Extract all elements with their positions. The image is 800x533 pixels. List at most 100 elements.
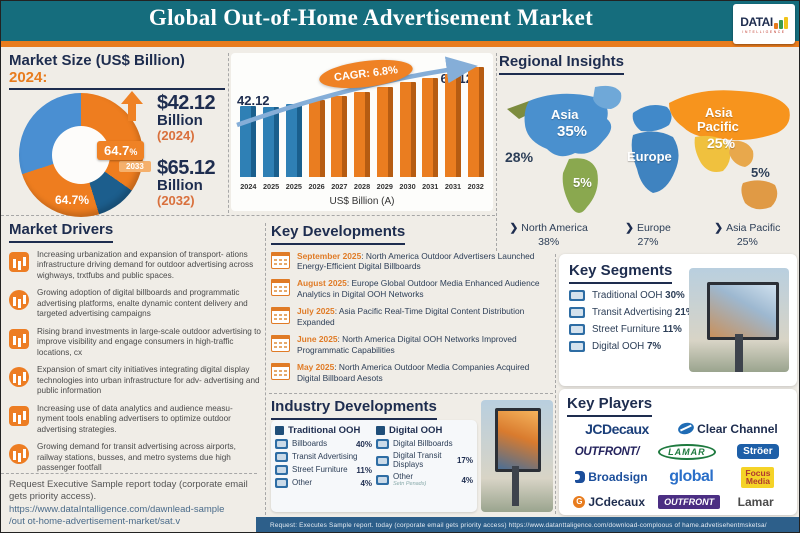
x-tick: 2029 [376,182,393,191]
logo-global: global [669,468,714,485]
media-type-icon [376,475,389,486]
calendar-icon [271,335,290,353]
logo-lamar-text: Lamar [737,494,774,509]
industry-developments-section: Industry Developments Traditional OOH Bil… [271,398,553,514]
x-tick: 2025 [262,182,280,191]
traditional-ooh-column: Traditional OOH Billboards 40% Transit Adve… [275,425,372,507]
development-date: August 2025 [297,278,347,289]
x-tick: 2027 [331,182,348,191]
key-players-section: Key Players JCDecaux Clear Channel OUTFR… [559,389,797,515]
logo-tagline: INTELLIGENCE [742,29,786,34]
divider [496,53,497,251]
map-label-right-pct: 5% [751,165,770,180]
media-type-icon [275,439,288,449]
legend-item-north-america: ❯ North America 38% [509,222,588,249]
digital-billboard-icon [9,290,29,310]
key-players-title: Key Players [567,395,653,417]
industry-row-billboards: Billboards 40% [275,439,372,449]
industry-column-header: Digital OOH [376,425,473,436]
donut-year-ribbon: 2033 [119,161,151,172]
industry-row-digital-transit-displays: Digital Transit Displays 17% [376,451,473,470]
development-text: August 2025: Europe Global Outdoor Media… [297,278,540,300]
map-label-na-pct: 35% [557,123,588,140]
development-item: May 2025: North America Outdoor Media Co… [271,362,553,384]
market-size-title: Market Size (US$ Billion) 2024: [9,52,225,90]
driver-text: Growing demand for transit advertising a… [37,442,236,472]
driver-text: Rising brand investments in large-scale … [37,326,261,357]
stat-2032: $65.12 Billion (2032) [157,157,216,208]
development-text: May 2025: North America Outdoor Media Co… [297,361,530,383]
world-map-svg [507,85,790,213]
logo-outfront-badge: OUTFRONT [651,494,726,509]
driver-text: Expansion of smart city initiatives inte… [37,365,260,395]
key-developments-list: September 2025: North America Outdoor Ad… [271,251,553,384]
bar-first-value: 42.12 [237,93,270,108]
market-drivers-title: Market Drivers [9,221,114,243]
industry-column-header: Traditional OOH [275,425,372,436]
market-size-section: Market Size (US$ Billion) 2024: 64.7% 20… [9,52,225,217]
square-bullet-icon [376,426,385,435]
development-date: September 2025 [297,250,362,261]
development-item: June 2025: North America Digital OOH Net… [271,334,553,356]
bar-2026 [305,67,328,177]
bar-2028 [351,67,374,177]
x-tick: 2024 [240,182,257,191]
bar-2025 [282,67,305,177]
driver-item: Increasing use of data analytics and aud… [9,404,261,436]
segment-row-digital-ooh: Digital OOH 7% [569,340,787,352]
calendar-icon [271,307,290,325]
segment-icon [569,323,585,335]
digital-ooh-column: Digital OOH Digital Billboards Digital Tra… [376,425,473,507]
driver-item: Growing demand for transit advertising a… [9,442,261,474]
development-item: July 2025: Asia Pacific Real-Time Digita… [271,306,553,328]
development-text: September 2025: North America Outdoor Ad… [297,250,535,272]
industry-row-other: Other Setn Penads) 4% [376,472,473,488]
driver-item: Growing adoption of digital billboards a… [9,288,261,320]
divider [1,215,495,216]
jcdecaux-icon: G [573,495,586,508]
calendar-icon [271,362,290,380]
logo-lamar-badge: LAMAR [647,443,727,460]
map-label-europe: Europe [627,149,672,164]
driver-item: Expansion of smart city initiatives inte… [9,365,261,397]
logo-focus-media: Focus Media [727,466,789,488]
bar-chart-x-label: US$ Billion (A) [329,196,395,207]
city-growth-icon [9,251,29,272]
market-size-donut-chart [19,93,143,217]
bar-2032 [464,67,487,177]
development-text: July 2025: Asia Pacific Real-Time Digita… [297,306,525,328]
driver-item: Increasing urbanization and expansion of… [9,250,261,282]
segment-icon [569,340,585,352]
driver-text: Growing adoption of digital billboards a… [37,288,248,318]
divider [228,53,229,213]
sample-report-link[interactable]: https://www.dataIntalligence.com/dawnlea… [9,503,225,515]
media-type-icon [376,455,389,466]
map-label-ap1: Asia [705,105,733,120]
bar-2027 [328,67,351,177]
regional-insights-section: Regional Insights Asia 35% 28% Europe As… [499,53,797,253]
x-tick: 2031 [444,182,462,191]
logo-clear-channel: Clear Channel [667,421,789,436]
analytics-icon [9,405,29,426]
divider [1,473,257,474]
request-note: Request Executive Sample report today (c… [9,479,257,528]
chevron-icon: ❯ [714,222,724,234]
company-logo: DATAI INTELLIGENCE [733,4,795,44]
key-segments-section: Key Segments Traditional OOH 30% Transit … [559,254,797,386]
market-drivers-list: Increasing urbanization and expansion of… [9,250,261,474]
key-players-logo-grid: JCDecaux Clear Channel OUTFRONT/ LAMAR S… [567,421,789,509]
industry-row-digital-billboards: Digital Billboards [376,439,473,449]
bar-2030 [396,67,419,177]
key-segments-list: Traditional OOH 30% Transit Advertising 2… [569,289,787,352]
divider [265,223,266,515]
donut-center-badge: 64.7% [97,141,145,160]
segment-row-transit-advertising: Transit Advertising 21% [569,306,787,318]
divider [555,254,556,514]
trend-arrow-icon [236,56,478,128]
growth-arrow-icon [121,91,143,121]
market-drivers-section: Market Drivers Increasing urbanization a… [9,221,261,474]
donut-slice-label: 64.7% [55,193,90,207]
map-label-ap-pct: 25% [707,135,736,151]
sample-report-link-2[interactable]: /out ot-home-advertisement-market/sat.v [9,516,181,528]
